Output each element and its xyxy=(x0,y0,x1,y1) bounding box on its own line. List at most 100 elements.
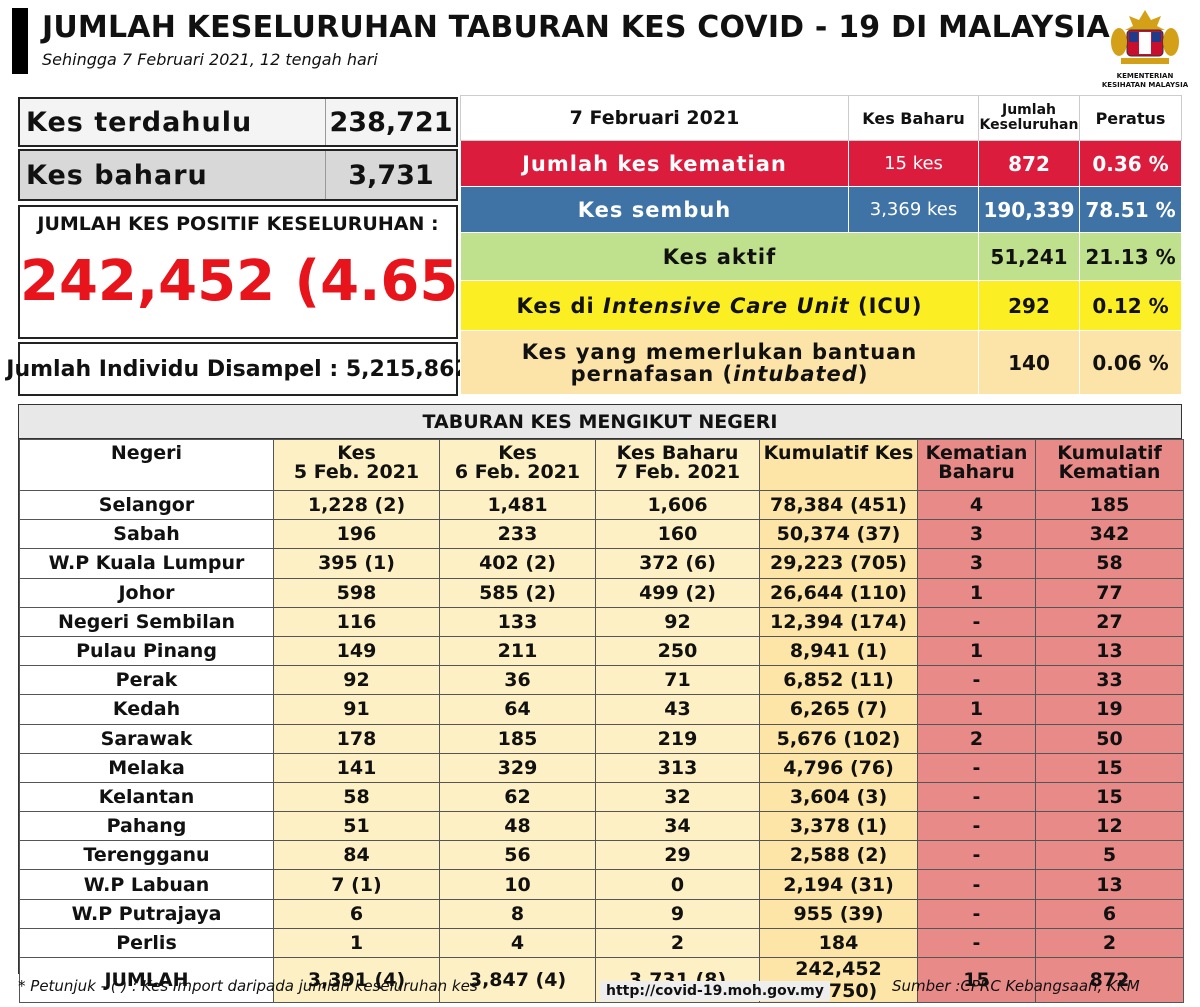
table-row: Kelantan 58 62 32 3,604 (3) -15 xyxy=(19,781,1184,813)
cell-kes-5feb: 51 xyxy=(273,811,440,842)
source-url-link[interactable]: http://covid-19.moh.gov.my xyxy=(600,981,830,1001)
icu-label: Kes di Intensive Care Unit (ICU) xyxy=(460,280,979,331)
header-negeri-l1: Negeri xyxy=(110,442,183,464)
cell-kumulatif-kes: 8,941 (1) xyxy=(759,635,918,667)
header-kumulatif-kes: Kumulatif Kes xyxy=(759,439,918,491)
cell-kumulatif-kes: 4,796 (76) xyxy=(759,752,918,783)
cell-kes-6feb: 10 xyxy=(439,869,596,900)
deaths-percent: 0.36 % xyxy=(1079,140,1182,187)
cell-kematian-baharu: 2 xyxy=(917,723,1036,754)
header-kes-5feb: Kes 5 Feb. 2021 xyxy=(273,439,440,491)
cell-kematian-baharu: - xyxy=(917,811,1036,842)
cell-state: Sarawak xyxy=(19,723,274,754)
state-table-body: Selangor 1,228 (2) 1,481 1,606 78,384 (451) 4… xyxy=(19,489,1184,1003)
cell-kes-5feb: 178 xyxy=(273,723,440,754)
cell-kematian-baharu: - xyxy=(917,898,1036,929)
cell-kes-baharu: 250 xyxy=(595,635,760,667)
table-row: Johor 598 585 (2) 499 (2) 26,644 (110) 1 77 xyxy=(19,577,1184,608)
cell-kumulatif-kematian: 13 xyxy=(1035,635,1184,667)
icu-label-post: (ICU) xyxy=(849,293,923,318)
cell-state: Terengganu xyxy=(19,840,274,871)
icu-label-em: Intensive Care Unit xyxy=(603,293,850,318)
table-row: W.P Kuala Lumpur 395 (1) 402 (2) 372 (6) 29,… xyxy=(19,548,1184,579)
header-kes-6feb: Kes 6 Feb. 2021 xyxy=(439,439,596,491)
summary-header-new: Kes Baharu xyxy=(848,95,979,141)
cell-kumulatif-kes: 6,265 (7) xyxy=(759,694,918,725)
coat-of-arms-icon xyxy=(1111,10,1179,64)
summary-row-active: Kes aktif 51,241 21.13 % xyxy=(460,232,1182,281)
header-kes-baharu-l1: Kes Baharu xyxy=(616,442,739,464)
cell-kumulatif-kematian: 5 xyxy=(1035,840,1184,871)
cell-kematian-baharu: - xyxy=(917,665,1036,696)
cell-kematian-baharu: 3 xyxy=(917,519,1036,550)
state-table-header-row: Negeri Kes 5 Feb. 2021 Kes 6 Feb. 2021 Kes… xyxy=(19,439,1184,491)
active-label: Kes aktif xyxy=(460,232,979,281)
cell-state: W.P Labuan xyxy=(19,869,274,900)
intubated-label-l1: Kes yang memerlukan bantuan xyxy=(521,339,918,364)
cell-kes-6feb: 402 (2) xyxy=(439,548,596,579)
total-positive-value: 242,452 (4.65%) xyxy=(20,249,541,314)
cell-kes-5feb: 149 xyxy=(273,635,440,667)
cell-kes-baharu: 34 xyxy=(595,811,760,842)
cell-kes-baharu: 43 xyxy=(595,694,760,725)
table-row: W.P Putrajaya 6 8 9 955 (39) -6 xyxy=(19,898,1184,929)
intubated-total: 140 xyxy=(978,330,1080,395)
table-row: Perlis 1 4 2 184-2 xyxy=(19,927,1184,959)
cell-kes-6feb: 8 xyxy=(439,898,596,929)
summary-row-intubated: Kes yang memerlukan bantuan pernafasan (… xyxy=(460,330,1182,395)
cell-kes-5feb: 196 xyxy=(273,519,440,550)
cell-kes-6feb: 56 xyxy=(439,840,596,871)
table-row: Perak 92 36 71 6,852 (11) -33 xyxy=(19,665,1184,696)
cell-kumulatif-kematian: 15 xyxy=(1035,752,1184,783)
cell-kes-5feb: 598 xyxy=(273,577,440,608)
cell-kes-6feb: 64 xyxy=(439,694,596,725)
summary-row-recovered: Kes sembuh 3,369 kes 190,339 78.51 % xyxy=(460,186,1182,233)
cell-kumulatif-kematian: 19 xyxy=(1035,694,1184,725)
cell-state: Perlis xyxy=(19,927,274,959)
cell-kumulatif-kematian: 12 xyxy=(1035,811,1184,842)
table-row: Sabah 196 233 160 50,374 (37) 3 342 xyxy=(19,519,1184,550)
cell-kes-5feb: 91 xyxy=(273,694,440,725)
cell-kematian-baharu: - xyxy=(917,869,1036,900)
cell-kumulatif-kematian: 6 xyxy=(1035,898,1184,929)
table-row: Pulau Pinang 149 211 250 8,941 (1) 1 13 xyxy=(19,635,1184,667)
cell-kumulatif-kematian: 15 xyxy=(1035,781,1184,813)
source-credit: Sumber :CPRC Kebangsaan, KKM xyxy=(892,977,1140,995)
cell-kes-6feb: 211 xyxy=(439,635,596,667)
state-table: Negeri Kes 5 Feb. 2021 Kes 6 Feb. 2021 Kes… xyxy=(19,439,1184,1003)
header-kematian-baharu-l2: Baharu xyxy=(938,461,1015,483)
cell-kes-6feb: 329 xyxy=(439,752,596,783)
cell-kumulatif-kes: 50,374 (37) xyxy=(759,519,918,550)
cell-kes-5feb: 92 xyxy=(273,665,440,696)
new-cases-box: Kes baharu 3,731 xyxy=(18,149,458,201)
intubated-label-l2-em: intubated xyxy=(733,361,858,386)
summary-header-total: Jumlah Keseluruhan xyxy=(978,95,1080,141)
page-title: JUMLAH KESELURUHAN TABURAN KES COVID - 1… xyxy=(42,10,1110,45)
table-row: Negeri Sembilan 116 133 92 12,394 (174) -27 xyxy=(19,606,1184,637)
table-row: Melaka 141 329 313 4,796 (76) -15 xyxy=(19,752,1184,783)
active-percent: 21.13 % xyxy=(1079,232,1182,281)
state-table-title: TABURAN KES MENGIKUT NEGERI xyxy=(19,405,1181,439)
cell-kes-baharu: 219 xyxy=(595,723,760,754)
cell-kumulatif-kes: 12,394 (174) xyxy=(759,606,918,637)
cell-kes-6feb: 1,481 xyxy=(439,489,596,521)
cell-kumulatif-kematian: 27 xyxy=(1035,606,1184,637)
cell-kes-5feb: 1,228 (2) xyxy=(273,489,440,521)
cell-kumulatif-kes: 29,223 (705) xyxy=(759,548,918,579)
new-cases-label: Kes baharu xyxy=(26,159,208,191)
recovered-percent: 78.51 % xyxy=(1079,186,1182,233)
cell-kumulatif-kematian: 50 xyxy=(1035,723,1184,754)
table-row: Sarawak 178 185 219 5,676 (102) 2 50 xyxy=(19,723,1184,754)
intubated-label-l2-post: ) xyxy=(857,361,869,386)
active-total: 51,241 xyxy=(978,232,1080,281)
cell-kumulatif-kes: 2,194 (31) xyxy=(759,869,918,900)
cell-kes-6feb: 36 xyxy=(439,665,596,696)
cell-kumulatif-kematian: 342 xyxy=(1035,519,1184,550)
previous-cases-value: 238,721 xyxy=(325,99,456,145)
cell-kes-5feb: 395 (1) xyxy=(273,548,440,579)
summary-row-deaths: Jumlah kes kematian 15 kes 872 0.36 % xyxy=(460,140,1182,187)
footnote: * Petunjuk - ( ) : Kes Import daripada j… xyxy=(18,977,478,995)
table-row: Pahang 51 48 34 3,378 (1) -12 xyxy=(19,811,1184,842)
table-row: JUMLAH 3,391 (4) 3,847 (4) 3,731 (8) 242,452… xyxy=(19,957,1184,1003)
header-kumulatif-kematian-l1: Kumulatif xyxy=(1057,442,1162,464)
